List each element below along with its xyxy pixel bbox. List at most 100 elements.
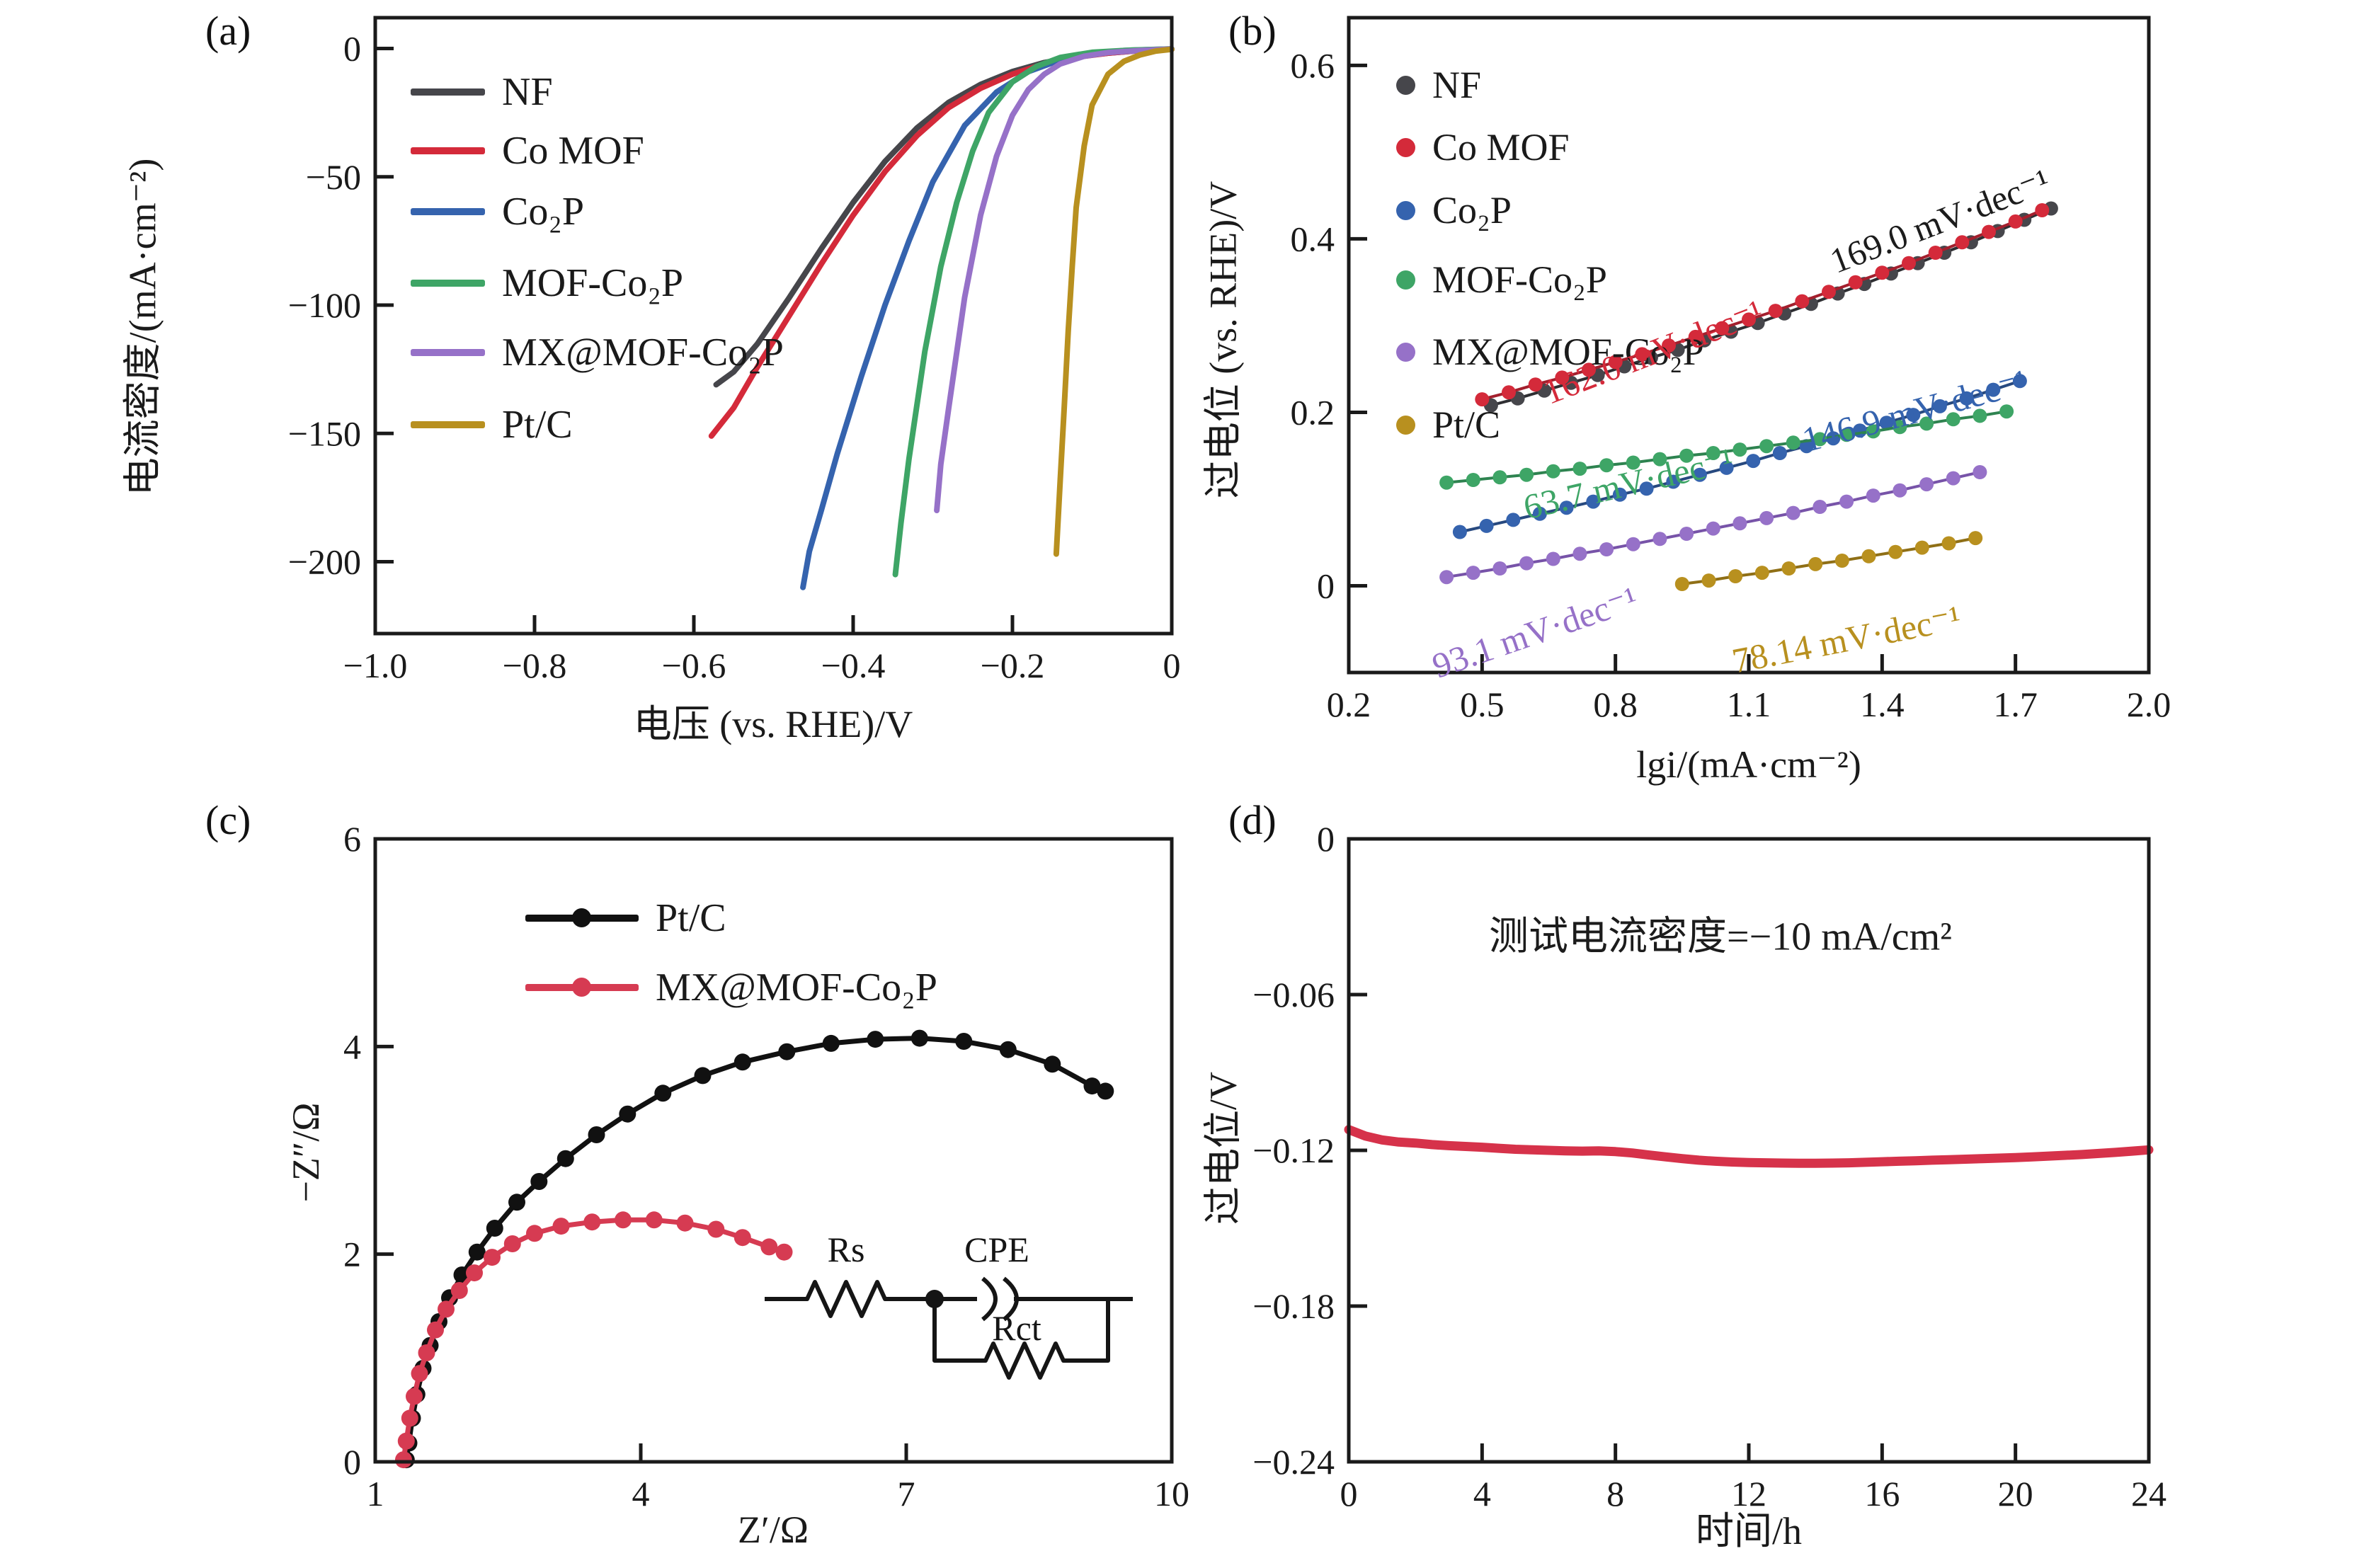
data-marker [1968,531,1983,546]
x-tick-label: 1.1 [1727,685,1771,724]
data-marker [676,1214,694,1232]
data-marker [1652,532,1667,546]
series-line-MX@MOF-Co₂P [401,1217,787,1463]
legend-label: Pt/C [1432,404,1501,446]
data-marker [1599,458,1614,473]
data-marker [1479,518,1494,533]
y-tick-label: 6 [343,819,361,859]
data-marker [1875,265,1890,280]
series-line-Co₂P [800,46,1175,590]
x-tick-label: 4 [632,1474,650,1513]
nf-dot-swatch [1396,75,1415,95]
data-marker [1946,471,1960,486]
y-tick-label: −0.06 [1252,975,1335,1014]
data-marker [1439,475,1454,490]
co2p-line-swatch [411,208,485,215]
data-marker [1946,412,1960,427]
data-marker [1679,527,1694,541]
data-marker [1466,566,1480,580]
data-marker [1973,408,1987,423]
x-tick-label: 8 [1606,1474,1624,1513]
y-tick-label: −0.18 [1252,1286,1335,1326]
x-tick-label: 2.0 [2127,685,2171,724]
data-marker [1701,573,1716,588]
data-marker [733,1053,751,1071]
data-marker [1754,566,1769,580]
legend-a-item-ptc: Pt/C [411,402,573,447]
data-marker [1786,505,1800,520]
data-marker [1635,347,1650,362]
legend-c-item-mx: MX@MOF-Co₂P [525,965,937,1010]
data-marker [1572,546,1587,561]
legend-label: Co₂P [502,190,585,234]
mofco2p-line-swatch [411,280,485,287]
data-marker [1492,470,1507,485]
plot-frame-c [373,837,1174,1464]
series-line-Pt/C [1680,537,1977,585]
data-marker [1666,474,1681,489]
comof-line-swatch [411,147,485,154]
data-marker [1973,465,1987,479]
data-marker [1732,442,1747,457]
series-line-NF [713,46,1175,388]
data-marker [1902,256,1916,270]
x-tick-label: 1.7 [1993,685,2038,724]
panel-d-yaxis-label: 过电位/V [1201,1072,1245,1225]
x-tick-label: 0 [1163,646,1181,685]
series-line-MX@MOF-Co₂P stability [1344,1125,2154,1168]
data-marker [1866,424,1880,439]
data-marker [466,1264,483,1282]
x-tick-label: 0.8 [1593,685,1638,724]
legend-a-item-nf: NF [411,69,553,115]
data-marker [530,1173,548,1190]
mx-line-swatch [411,349,485,356]
legend-label: NF [1432,64,1482,106]
mofco2p-dot-swatch [1396,270,1415,290]
legend-label: MOF-Co₂P [502,261,684,305]
data-marker [450,1282,468,1299]
data-marker [1955,235,1970,250]
y-tick-label: −0.12 [1252,1131,1335,1170]
data-marker [583,1213,601,1231]
x-tick-label: −0.8 [503,646,567,685]
y-tick-label: 0.6 [1291,45,1335,85]
data-marker [503,1235,521,1252]
data-marker [2012,374,2027,389]
x-tick-label: 1 [367,1474,384,1513]
data-marker [1546,464,1560,479]
circuit-wire [765,1280,977,1318]
y-tick-label: 0 [343,1442,361,1482]
data-marker [1662,338,1676,353]
data-marker [1813,432,1827,447]
mx-dot-swatch [1396,342,1415,362]
data-marker [1768,304,1783,319]
data-marker [1941,536,1956,551]
legend-label: Pt/C [656,896,726,940]
data-marker [1839,428,1854,442]
data-marker [1822,285,1836,299]
legend-a-item-mx: MX@MOF-Co₂P [411,330,784,375]
data-marker [1888,544,1903,559]
data-marker [427,1321,444,1339]
cpe-arc-icon [981,1276,998,1322]
y-tick-label: 0 [1317,819,1335,859]
data-marker [1906,408,1921,423]
legend-label: Co MOF [1432,126,1570,168]
data-marker [822,1034,840,1052]
x-tick-label: 1.4 [1860,685,1905,724]
x-tick-label: 4 [1473,1474,1491,1513]
data-marker [1813,500,1827,514]
legend-b-item-mx: MX@MOF-Co₂P [1396,329,1704,374]
panel-b-label: (b) [1228,8,1277,54]
data-marker [707,1220,725,1238]
data-marker [1439,570,1454,585]
data-marker [406,1387,423,1405]
panel-c-label: (c) [205,797,251,843]
data-marker [411,1365,428,1383]
legend-label: MX@MOF-Co₂P [502,331,784,374]
data-marker [1674,577,1689,591]
data-marker [911,1029,928,1047]
panel-a-label: (a) [205,8,251,54]
y-tick-label: 0.2 [1291,392,1335,432]
data-marker [2008,214,2023,229]
